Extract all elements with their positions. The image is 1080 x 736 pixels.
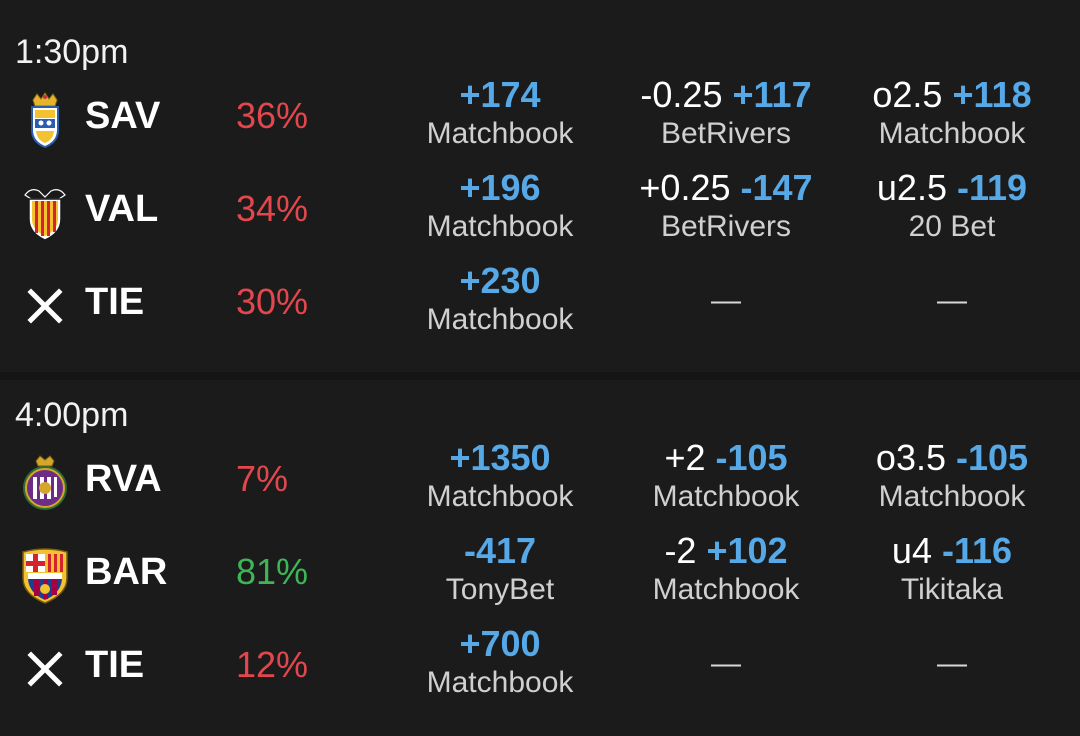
sportsbook-name: Matchbook xyxy=(878,480,1026,513)
spread-line: -0.25 xyxy=(640,74,723,115)
spread-cell: — xyxy=(611,260,841,322)
spread-line: -2 xyxy=(664,530,697,571)
sportsbook-name: TonyBet xyxy=(445,573,555,606)
tie-probability: 30% xyxy=(236,281,309,322)
las-palmas-crest-icon xyxy=(20,92,70,148)
spread-price: -105 xyxy=(715,437,788,478)
moneyline-cell[interactable]: +196 Matchbook xyxy=(385,167,615,245)
moneyline-cell[interactable]: +230 Matchbook xyxy=(385,260,615,338)
team-row[interactable]: RVA 7% +1350 Matchbook +2 -105 Matchbook… xyxy=(0,435,1080,527)
spread-price: +117 xyxy=(732,74,812,115)
moneyline-price: +1350 xyxy=(449,437,551,478)
total-cell[interactable]: o2.5 +118 Matchbook xyxy=(837,74,1067,152)
team-row[interactable]: BAR 81% -417 TonyBet -2 +102 Matchbook u… xyxy=(0,528,1080,620)
empty-dash: — xyxy=(711,284,741,317)
team-row[interactable]: SAV 36% +174 Matchbook -0.25 +117 BetRiv… xyxy=(0,72,1080,164)
tie-probability: 12% xyxy=(236,644,309,685)
valladolid-crest-icon xyxy=(20,455,70,511)
empty-dash: — xyxy=(937,284,967,317)
sportsbook-name: Matchbook xyxy=(652,480,800,513)
sportsbook-name: Tikitaka xyxy=(900,573,1004,606)
win-probability: 36% xyxy=(236,95,309,136)
tie-x-icon xyxy=(20,278,70,334)
spread-line: +2 xyxy=(664,437,706,478)
spread-cell[interactable]: -0.25 +117 BetRivers xyxy=(611,74,841,152)
sportsbook-name: Matchbook xyxy=(426,480,574,513)
spread-price: +102 xyxy=(706,530,788,571)
total-line: o2.5 xyxy=(872,74,943,115)
sportsbook-name: BetRivers xyxy=(660,210,792,243)
win-probability: 81% xyxy=(236,551,309,592)
valencia-crest-icon xyxy=(20,185,70,241)
moneyline-cell[interactable]: +1350 Matchbook xyxy=(385,437,615,515)
team-abbr: VAL xyxy=(85,188,159,230)
team-abbr: RVA xyxy=(85,458,162,500)
barcelona-crest-icon xyxy=(20,548,70,604)
team-abbr: BAR xyxy=(85,551,168,593)
total-line: o3.5 xyxy=(875,437,946,478)
game-card[interactable]: 1:30pm SAV 36% +174 Matchbook -0.25 +117… xyxy=(0,0,1080,372)
total-price: -119 xyxy=(957,167,1028,208)
tie-x-icon xyxy=(20,641,70,697)
total-price: -105 xyxy=(956,437,1029,478)
total-cell: — xyxy=(837,260,1067,322)
team-abbr: SAV xyxy=(85,95,161,137)
total-cell[interactable]: u4 -116 Tikitaka xyxy=(837,530,1067,608)
game-time: 1:30pm xyxy=(15,33,129,71)
total-line: u2.5 xyxy=(876,167,947,208)
win-probability: 7% xyxy=(236,458,289,499)
total-cell[interactable]: o3.5 -105 Matchbook xyxy=(837,437,1067,515)
moneyline-cell[interactable]: -417 TonyBet xyxy=(385,530,615,608)
spread-cell: — xyxy=(611,623,841,685)
sportsbook-name: 20 Bet xyxy=(908,210,996,243)
moneyline-cell[interactable]: +174 Matchbook xyxy=(385,74,615,152)
total-price: -116 xyxy=(941,530,1013,571)
sportsbook-name: Matchbook xyxy=(878,117,1026,150)
spread-cell[interactable]: +2 -105 Matchbook xyxy=(611,437,841,515)
moneyline-price: +196 xyxy=(459,167,541,208)
moneyline-price: +174 xyxy=(459,74,541,115)
spread-line: +0.25 xyxy=(639,167,731,208)
sportsbook-name: Matchbook xyxy=(652,573,800,606)
team-abbr: TIE xyxy=(85,281,145,323)
win-probability: 34% xyxy=(236,188,309,229)
empty-dash: — xyxy=(937,647,967,680)
total-line: u4 xyxy=(891,530,932,571)
sportsbook-name: Matchbook xyxy=(426,117,574,150)
total-price: +118 xyxy=(952,74,1032,115)
tie-row[interactable]: TIE 12% +700 Matchbook — — xyxy=(0,621,1080,713)
moneyline-price: +230 xyxy=(459,260,541,301)
moneyline-cell[interactable]: +700 Matchbook xyxy=(385,623,615,701)
empty-dash: — xyxy=(711,647,741,680)
spread-price: -147 xyxy=(740,167,813,208)
spread-cell[interactable]: -2 +102 Matchbook xyxy=(611,530,841,608)
sportsbook-name: Matchbook xyxy=(426,303,574,336)
moneyline-price: -417 xyxy=(463,530,537,571)
moneyline-price: +700 xyxy=(459,623,541,664)
game-card[interactable]: 4:00pm RVA 7% +1350 Matchbook +2 -105 Ma… xyxy=(0,380,1080,736)
team-abbr: TIE xyxy=(85,644,145,686)
game-time: 4:00pm xyxy=(15,396,129,434)
sportsbook-name: Matchbook xyxy=(426,666,574,699)
sportsbook-name: BetRivers xyxy=(660,117,792,150)
sportsbook-name: Matchbook xyxy=(426,210,574,243)
team-row[interactable]: VAL 34% +196 Matchbook +0.25 -147 BetRiv… xyxy=(0,165,1080,257)
total-cell: — xyxy=(837,623,1067,685)
tie-row[interactable]: TIE 30% +230 Matchbook — — xyxy=(0,258,1080,350)
total-cell[interactable]: u2.5 -119 20 Bet xyxy=(837,167,1067,245)
spread-cell[interactable]: +0.25 -147 BetRivers xyxy=(611,167,841,245)
